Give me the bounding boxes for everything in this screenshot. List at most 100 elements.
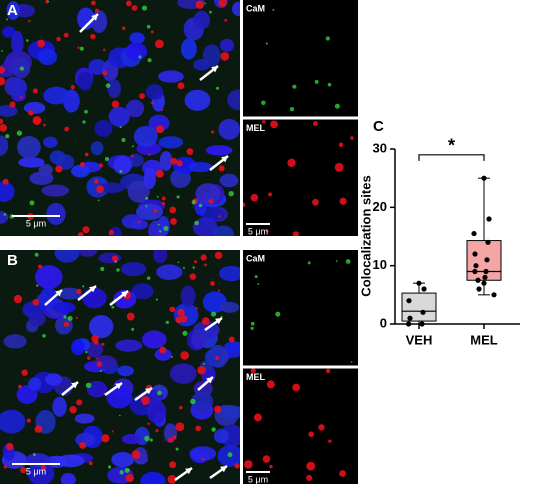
red-signal bbox=[172, 435, 177, 440]
nucleus bbox=[23, 101, 46, 114]
nucleus bbox=[156, 264, 183, 280]
nucleus bbox=[219, 173, 239, 188]
red-signal bbox=[306, 474, 313, 482]
red-signal bbox=[250, 193, 259, 202]
nucleus bbox=[148, 220, 166, 236]
red-signal bbox=[18, 384, 22, 389]
red-signal bbox=[161, 108, 164, 111]
green-signal bbox=[5, 134, 10, 139]
red-signal bbox=[20, 95, 23, 99]
red-signal bbox=[3, 465, 7, 469]
red-signal bbox=[102, 70, 108, 76]
red-signal bbox=[339, 470, 347, 477]
green-signal bbox=[257, 283, 260, 286]
red-signal bbox=[169, 461, 177, 469]
red-signal bbox=[95, 8, 99, 13]
red-signal bbox=[168, 437, 174, 443]
nucleus bbox=[195, 183, 221, 204]
nucleus bbox=[18, 157, 45, 168]
panel-label: C bbox=[373, 118, 384, 135]
nucleus bbox=[27, 461, 55, 484]
green-signal bbox=[144, 435, 150, 442]
green-signal bbox=[116, 268, 120, 272]
arrow-head bbox=[71, 382, 78, 389]
green-signal bbox=[99, 369, 103, 373]
nucleus bbox=[53, 301, 76, 314]
nucleus bbox=[127, 180, 150, 203]
image-content bbox=[0, 250, 240, 484]
green-signal bbox=[307, 261, 311, 265]
red-signal bbox=[70, 85, 75, 90]
red-signal bbox=[195, 0, 205, 10]
red-signal bbox=[287, 158, 296, 168]
green-signal bbox=[145, 205, 148, 208]
micrograph bbox=[243, 119, 358, 236]
micrograph bbox=[243, 250, 358, 366]
red-signal bbox=[308, 431, 315, 438]
red-signal bbox=[122, 26, 126, 30]
green-signal bbox=[191, 200, 196, 205]
green-signal bbox=[67, 315, 73, 321]
data-point bbox=[484, 257, 490, 263]
x-tick-label: MEL bbox=[470, 332, 498, 347]
significance-label: * bbox=[448, 136, 455, 156]
nucleus bbox=[17, 136, 41, 159]
red-signal bbox=[268, 192, 273, 197]
image-background bbox=[243, 0, 358, 117]
red-signal bbox=[137, 220, 141, 224]
panel-label: A bbox=[7, 2, 18, 19]
arrow-head bbox=[221, 156, 228, 163]
red-signal bbox=[99, 163, 104, 168]
nucleus bbox=[159, 150, 173, 171]
red-signal bbox=[125, 0, 132, 7]
green-signal bbox=[19, 66, 24, 71]
red-signal bbox=[155, 428, 159, 433]
red-signal bbox=[96, 357, 99, 360]
green-signal bbox=[42, 333, 46, 338]
nucleus bbox=[77, 71, 93, 91]
red-signal bbox=[210, 280, 215, 286]
significance-bracket bbox=[418, 154, 485, 161]
green-signal bbox=[345, 259, 351, 264]
nucleus bbox=[71, 339, 85, 356]
image-content bbox=[244, 368, 347, 482]
red-signal bbox=[147, 422, 150, 426]
green-signal bbox=[119, 169, 123, 173]
red-signal bbox=[211, 130, 215, 134]
red-signal bbox=[199, 369, 203, 373]
image-background bbox=[243, 119, 358, 236]
green-signal bbox=[177, 261, 180, 264]
micrograph bbox=[0, 250, 240, 484]
nucleus bbox=[11, 30, 24, 55]
arrow-head bbox=[55, 290, 62, 297]
green-signal bbox=[131, 327, 135, 331]
nucleus bbox=[90, 141, 104, 156]
red-signal bbox=[170, 218, 177, 225]
data-point bbox=[472, 251, 478, 257]
red-signal bbox=[79, 442, 87, 449]
red-signal bbox=[195, 425, 202, 432]
nucleus bbox=[41, 184, 70, 197]
green-signal bbox=[147, 58, 152, 63]
nucleus bbox=[193, 10, 211, 30]
red-signal bbox=[177, 82, 185, 90]
red-signal bbox=[38, 264, 43, 269]
red-signal bbox=[243, 202, 246, 208]
red-signal bbox=[69, 406, 77, 414]
red-signal bbox=[200, 254, 207, 261]
micrograph bbox=[243, 0, 358, 117]
green-signal bbox=[85, 350, 88, 354]
red-signal bbox=[32, 88, 38, 94]
nucleus bbox=[141, 330, 167, 349]
red-signal bbox=[82, 226, 90, 234]
red-signal bbox=[180, 351, 189, 360]
arrow-head bbox=[206, 377, 213, 384]
green-signal bbox=[182, 266, 186, 269]
green-signal bbox=[104, 156, 110, 162]
nucleus bbox=[131, 283, 154, 300]
red-signal bbox=[269, 464, 273, 469]
arrow-head bbox=[89, 286, 96, 293]
nucleus bbox=[6, 1, 20, 20]
red-signal bbox=[26, 418, 31, 423]
